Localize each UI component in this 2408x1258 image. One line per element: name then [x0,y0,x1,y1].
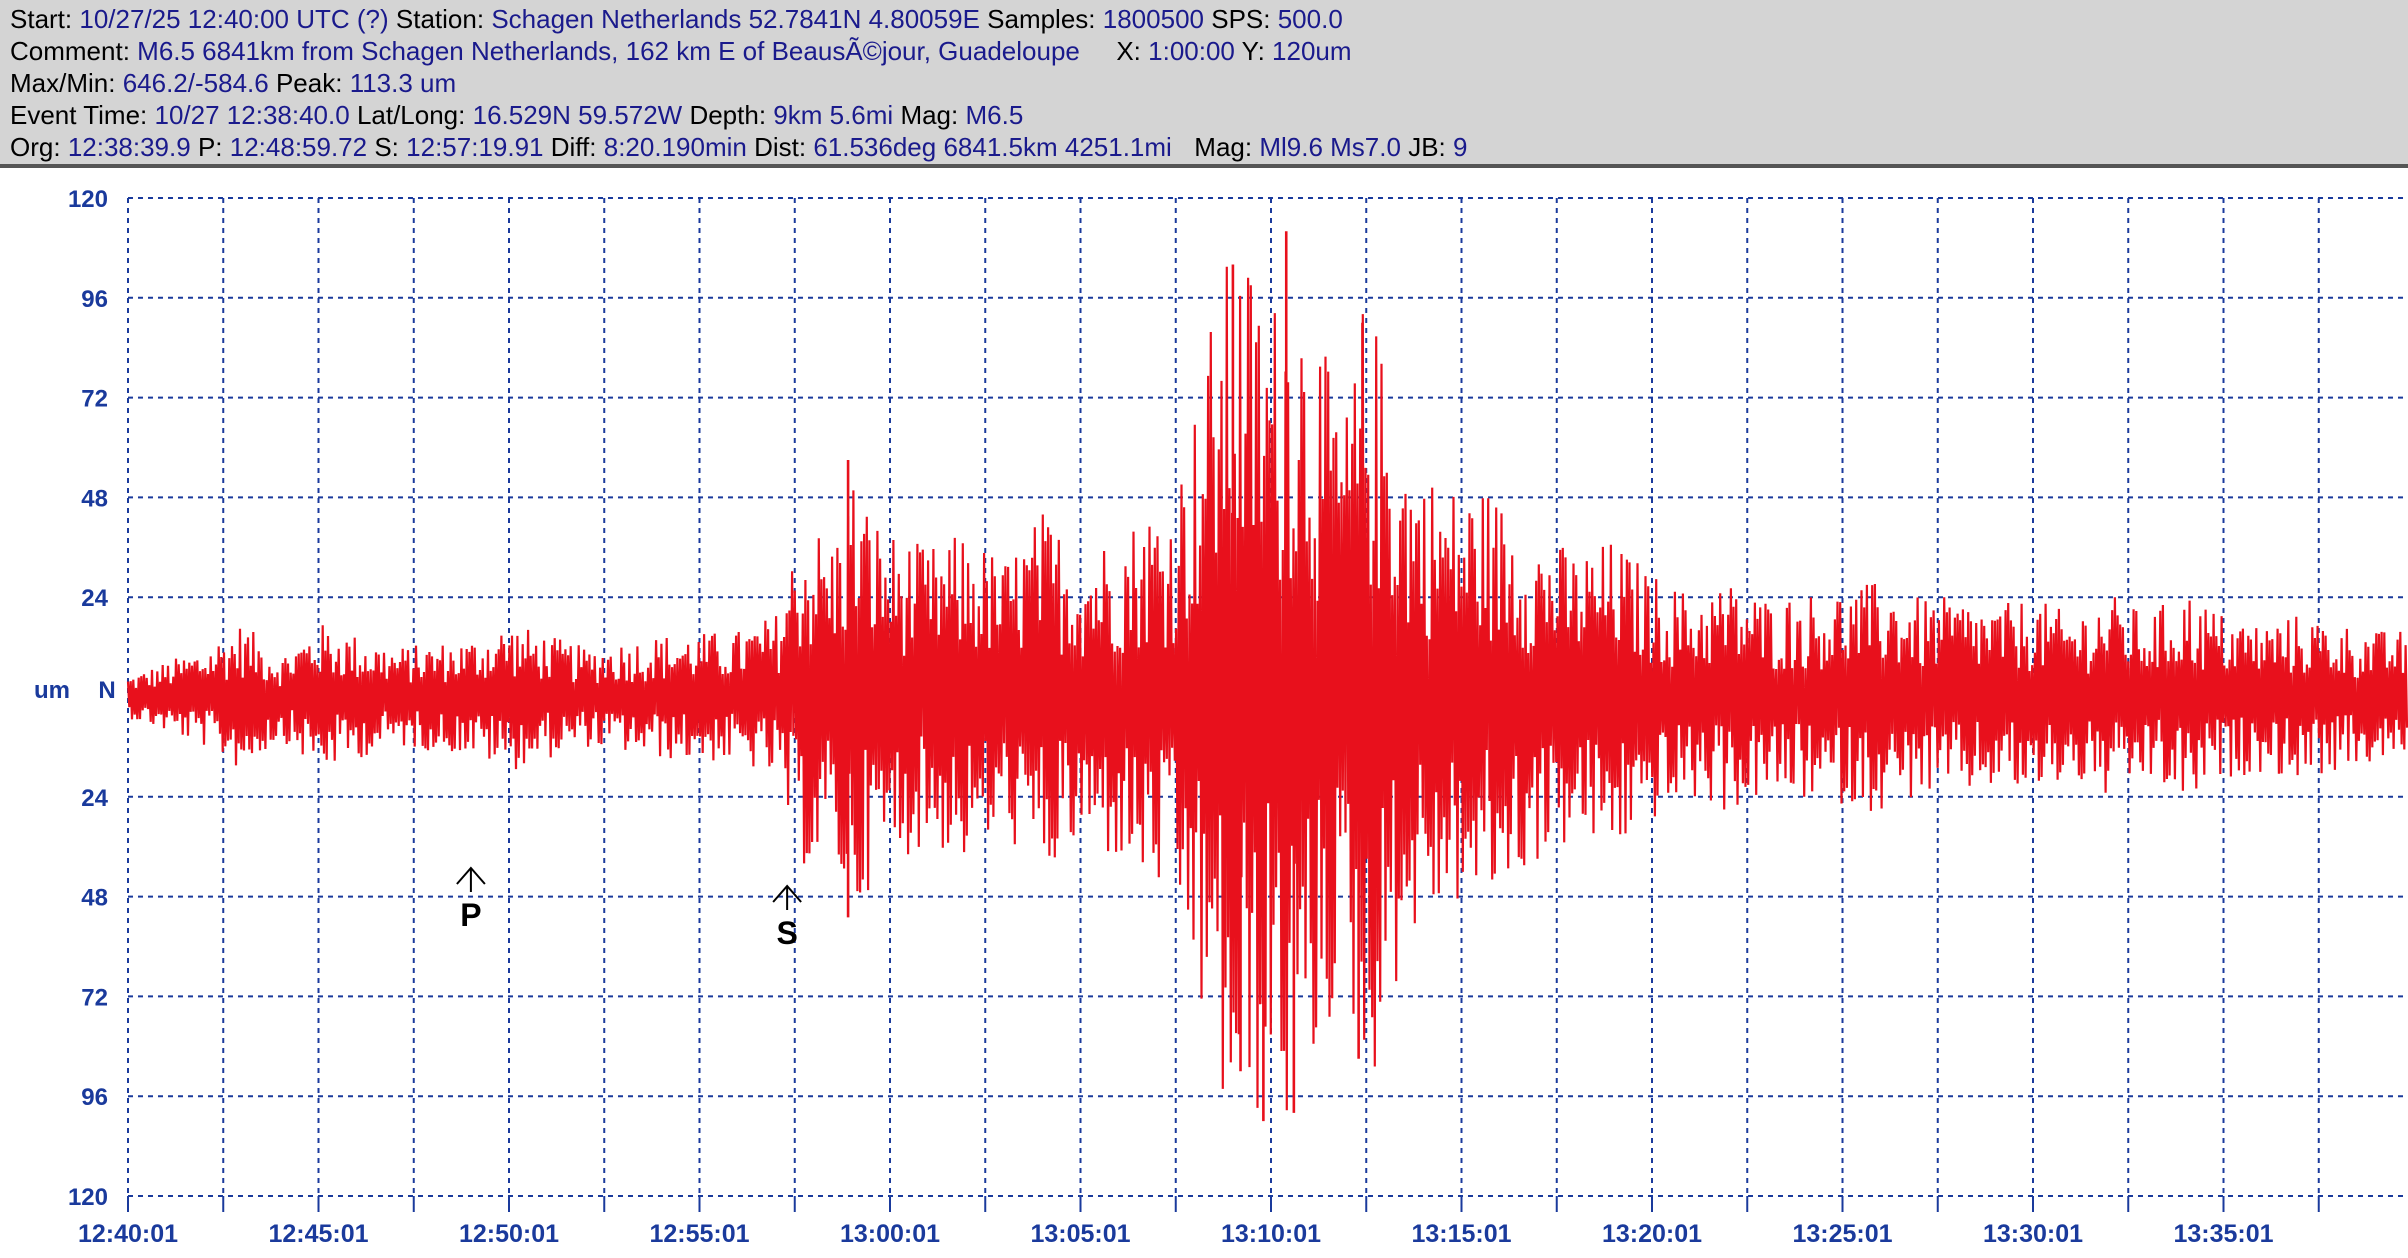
y-scale-label: Y: [1241,36,1265,66]
y-tick-label: 48 [81,885,108,912]
grid-lines [127,197,2408,1212]
event-info-header: Start: 10/27/25 12:40:00 UTC (?) Station… [0,0,2408,168]
comment-value: M6.5 6841km from Schagen Netherlands, 16… [137,36,1080,66]
mag-estimate-value: Ml9.6 Ms7.0 [1259,132,1401,162]
phase-marker-s-arrow [772,884,802,903]
y-tick-label: 24 [81,585,108,612]
phase-marker-p-label: P [460,897,481,933]
y-scale-value: 120um [1272,36,1352,66]
comment-label: Comment: [10,36,130,66]
header-line-maxmin: Max/Min: 646.2/-584.6 Peak: 113.3 um [10,67,456,99]
y-tick-label: 48 [81,485,108,512]
header-line-origin: Org: 12:38:39.9 P: 12:48:59.72 S: 12:57:… [10,131,1467,163]
phase-marker-p-arrow [456,866,486,885]
header-line-start: Start: 10/27/25 12:40:00 UTC (?) Station… [10,3,1343,35]
dist-value: 61.536deg 6841.5km 4251.1mi [813,132,1172,162]
x-tick-label: 13:15:01 [1411,1220,1511,1248]
y-tick-label: 96 [81,1084,108,1111]
header-line-comment: Comment: M6.5 6841km from Schagen Nether… [10,35,1352,67]
s-arrival-label: S: [374,132,399,162]
seismic-trace [126,231,2408,1122]
phase-marker-s-label: S [776,915,797,951]
maxmin-value: 646.2/-584.6 [122,68,269,98]
peak-value: 113.3 um [349,68,457,98]
event-mag-value: M6.5 [965,100,1024,130]
x-tick-label: 12:45:01 [268,1220,368,1248]
event-time-value: 10/27 12:38:40.0 [154,100,350,130]
x-tick-label: 13:35:01 [2173,1220,2273,1248]
org-label: Org: [10,132,61,162]
depth-label: Depth: [689,100,767,130]
y-axis-labels: um N 120 96 72 48 24 24 48 72 96 120 [34,186,116,1211]
header-line-event: Event Time: 10/27 12:38:40.0 Lat/Long: 1… [10,99,1023,131]
y-tick-label: 72 [81,984,108,1011]
latlong-label: Lat/Long: [356,100,466,130]
station-label: Station: [395,4,485,34]
y-tick-label: 24 [81,785,108,812]
jb-value: 9 [1453,132,1468,162]
samples-value: 1800500 [1102,4,1204,34]
diff-label: Diff: [550,132,597,162]
event-mag-label: Mag: [900,100,959,130]
mag-estimate-label: Mag: [1194,132,1253,162]
y-tick-label: 72 [81,386,108,413]
maxmin-label: Max/Min: [10,68,116,98]
station-value: Schagen Netherlands 52.7841N 4.80059E [491,4,980,34]
trace-line [126,266,2408,1111]
x-tick-label: 13:20:01 [1602,1220,1702,1248]
peak-label: Peak: [275,68,343,98]
x-tick-label: 13:00:01 [840,1220,940,1248]
x-tick-label: 13:10:01 [1221,1220,1321,1248]
x-tick-label: 12:55:01 [649,1220,749,1248]
p-arrival-value: 12:48:59.72 [229,132,368,162]
jb-label: JB: [1408,132,1446,162]
latlong-value: 16.529N 59.572W [472,100,683,130]
start-value: 10/27/25 12:40:00 UTC (?) [79,4,389,34]
depth-value: 9km 5.6mi [773,100,894,130]
y-tick-label: 120 [68,186,108,213]
samples-label: Samples: [987,4,1096,34]
x-scale-label: X: [1116,36,1141,66]
x-scale-value: 1:00:00 [1148,36,1235,66]
x-tick-label: 13:30:01 [1983,1220,2083,1248]
s-arrival-value: 12:57:19.91 [406,132,544,162]
channel-label: N [98,677,115,704]
sps-label: SPS: [1211,4,1271,34]
x-tick-label: 12:40:01 [78,1220,178,1248]
x-tick-label: 12:50:01 [459,1220,559,1248]
y-tick-label: 120 [68,1184,108,1211]
start-label: Start: [10,4,73,34]
org-value: 12:38:39.9 [67,132,191,162]
dist-label: Dist: [754,132,807,162]
sps-value: 500.0 [1277,4,1343,34]
x-tick-label: 13:05:01 [1030,1220,1130,1248]
x-tick-label: 13:25:01 [1792,1220,1892,1248]
event-time-label: Event Time: [10,100,148,130]
y-tick-label: 96 [81,286,108,313]
y-axis-unit-label: um [34,677,70,704]
p-arrival-label: P: [197,132,223,162]
diff-value: 8:20.190min [603,132,747,162]
x-axis-labels: 12:40:01 12:45:01 12:50:01 12:55:01 13:00:01… [78,1220,2274,1248]
